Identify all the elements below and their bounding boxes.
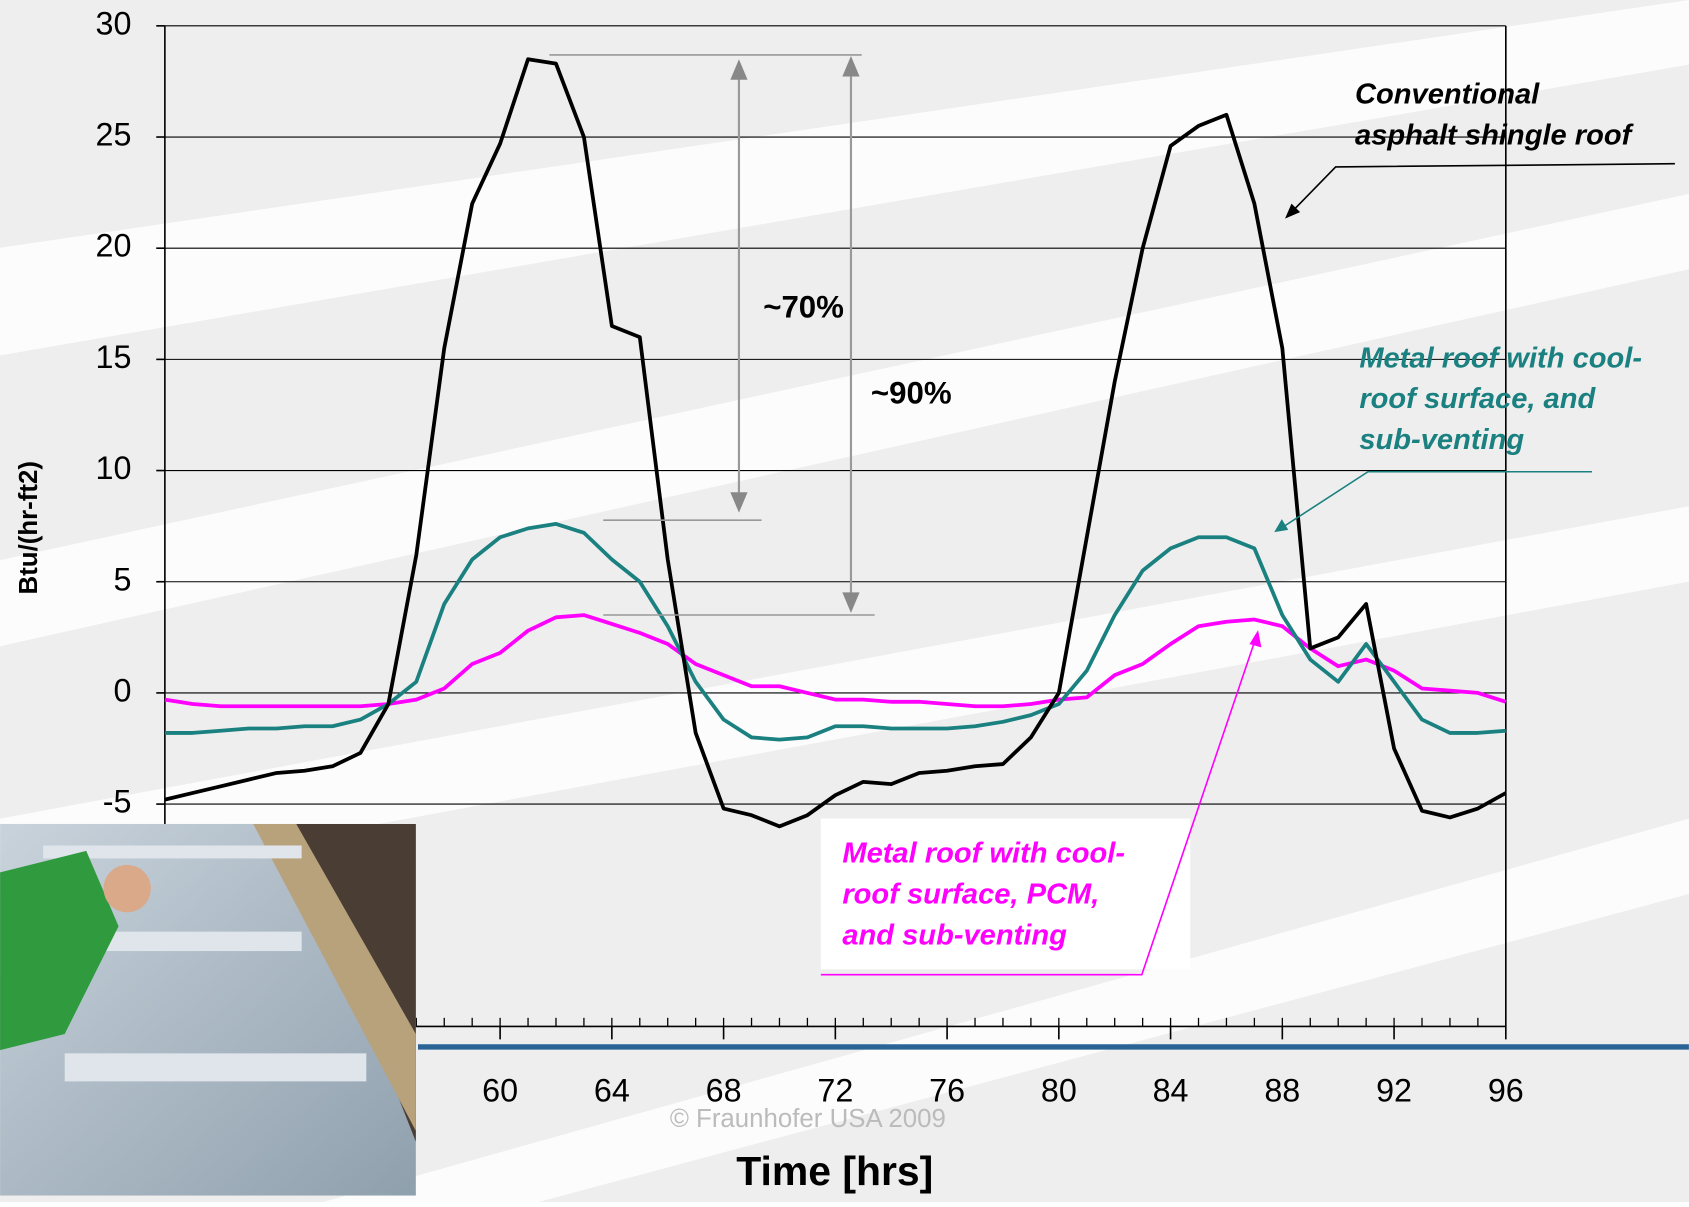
page: -505101520253060646872768084889296 ~70% … <box>0 0 1689 1202</box>
x-axis-title: Time [hrs] <box>736 1148 933 1194</box>
y-tick-label: 5 <box>114 561 132 597</box>
y-tick-label: 10 <box>96 450 132 486</box>
series-label-box: Metal roof with cool- roof surface, and … <box>1359 337 1689 466</box>
photo-head <box>103 865 150 912</box>
x-tick-label: 80 <box>1041 1073 1077 1109</box>
x-tick-label: 88 <box>1264 1073 1300 1109</box>
credit: © Fraunhofer USA 2009 <box>670 1105 946 1133</box>
series-label-box: Metal roof with cool- roof surface, PCM,… <box>842 833 1187 962</box>
series-label: Metal roof with cool- roof surface, and … <box>1359 337 1689 460</box>
annotation: ~90% <box>871 376 952 411</box>
series-label: Metal roof with cool- roof surface, PCM,… <box>842 833 1187 956</box>
series-label: Conventional asphalt shingle roof <box>1355 73 1689 155</box>
x-tick-label: 84 <box>1153 1073 1189 1109</box>
x-tick-label: 72 <box>817 1073 853 1109</box>
x-tick-label: 68 <box>706 1073 742 1109</box>
x-tick-label: 76 <box>929 1073 965 1109</box>
x-tick-label: 60 <box>482 1073 518 1109</box>
chart: -505101520253060646872768084889296 ~70% … <box>0 0 1689 1202</box>
x-tick-label: 92 <box>1376 1073 1412 1109</box>
y-tick-label: 25 <box>96 117 132 153</box>
photo-rail <box>65 1053 367 1081</box>
y-tick-label: 15 <box>96 339 132 375</box>
x-tick-label: 64 <box>594 1073 630 1109</box>
x-tick-label: 96 <box>1488 1073 1524 1109</box>
y-tick-label: 0 <box>114 672 132 708</box>
annotation: ~70% <box>763 289 844 324</box>
series-label-box: Conventional asphalt shingle roof <box>1355 73 1689 170</box>
y-tick-label: 30 <box>96 5 132 41</box>
y-axis-title: Btu/(hr-ft2) <box>15 461 43 594</box>
photo <box>0 824 416 1196</box>
y-tick-label: 20 <box>96 228 132 264</box>
y-tick-label: -5 <box>103 784 132 820</box>
